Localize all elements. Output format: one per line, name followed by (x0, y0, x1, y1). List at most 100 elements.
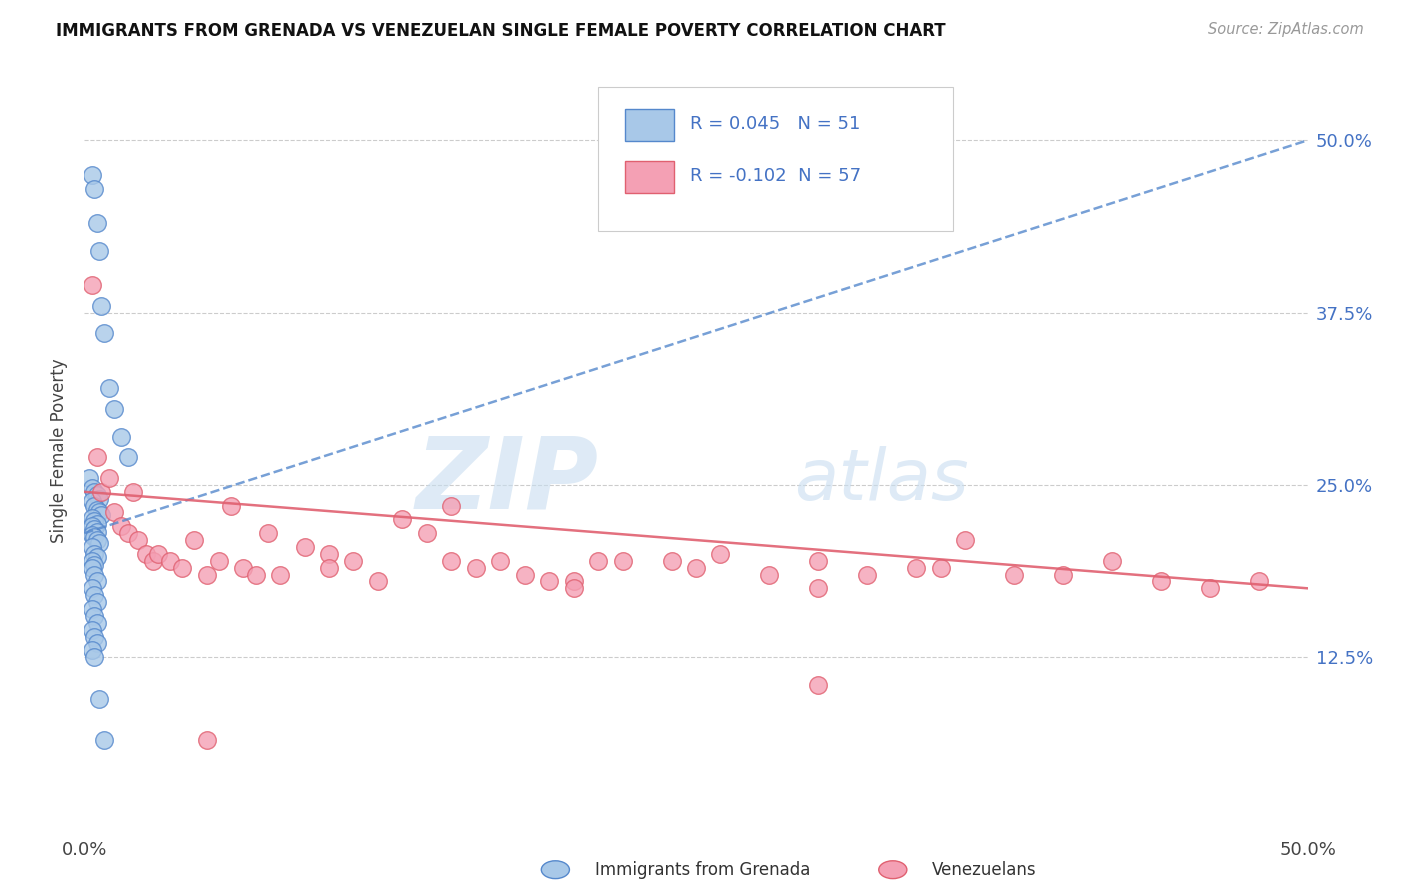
Point (905, 560, 928, 574)
Point (80, 511, 103, 525)
Point (172, 560, 194, 574)
Point (294, 540, 316, 554)
Point (856, 567, 879, 582)
Point (86, 516, 108, 531)
Point (758, 567, 780, 582)
Point (807, 678, 830, 692)
Point (97, 471, 120, 485)
Point (86, 524, 108, 539)
Point (83, 558, 105, 572)
Point (562, 582, 585, 596)
Point (219, 499, 242, 513)
Point (86, 595, 108, 609)
Point (86, 636, 108, 650)
Point (110, 430, 132, 444)
Point (1101, 554, 1123, 568)
Point (195, 733, 218, 747)
Point (127, 533, 149, 547)
Text: ZIP: ZIP (415, 433, 598, 529)
Point (86, 615, 108, 630)
Point (80, 540, 103, 554)
Point (80, 494, 103, 508)
Point (87, 536, 110, 550)
FancyBboxPatch shape (626, 110, 673, 141)
Point (1198, 582, 1220, 596)
Point (1052, 567, 1074, 582)
Point (103, 506, 125, 520)
Point (562, 574, 585, 589)
FancyBboxPatch shape (626, 161, 673, 193)
Point (80, 527, 103, 541)
Point (83, 514, 105, 528)
Point (83, 547, 105, 561)
Point (612, 554, 634, 568)
Point (87, 691, 110, 706)
Point (97, 381, 120, 395)
Point (93, 733, 115, 747)
Point (416, 526, 439, 541)
Point (80, 623, 103, 637)
Point (80, 554, 103, 568)
Point (83, 608, 105, 623)
Point (80, 643, 103, 657)
Text: Source: ZipAtlas.com: Source: ZipAtlas.com (1208, 22, 1364, 37)
Point (318, 547, 340, 561)
Point (245, 567, 267, 582)
Point (86, 450, 108, 465)
Point (80, 481, 103, 495)
Point (80, 519, 103, 533)
Text: R = 0.045   N = 51: R = 0.045 N = 51 (690, 115, 860, 134)
Point (135, 547, 157, 561)
Point (83, 499, 105, 513)
Point (807, 554, 830, 568)
Point (661, 554, 683, 568)
Point (685, 560, 707, 574)
Point (80, 560, 103, 574)
Point (90, 299, 112, 313)
Point (80, 278, 103, 293)
Point (1150, 574, 1173, 589)
Point (87, 506, 110, 520)
Point (83, 650, 105, 665)
Point (538, 574, 561, 589)
Point (586, 554, 609, 568)
Point (90, 484, 112, 499)
Point (440, 499, 463, 513)
Point (709, 547, 731, 561)
Text: IMMIGRANTS FROM GRENADA VS VENEZUELAN SINGLE FEMALE POVERTY CORRELATION CHART: IMMIGRANTS FROM GRENADA VS VENEZUELAN SI… (56, 22, 946, 40)
Point (953, 533, 976, 547)
Point (513, 567, 536, 582)
Text: Immigrants from Grenada: Immigrants from Grenada (595, 861, 811, 879)
Point (80, 582, 103, 596)
Point (391, 512, 413, 526)
Point (1247, 574, 1270, 589)
Point (110, 519, 132, 533)
Point (86, 216, 108, 230)
Point (183, 533, 205, 547)
Point (807, 582, 830, 596)
Point (86, 549, 108, 564)
Point (83, 181, 105, 195)
Point (318, 560, 340, 574)
Point (83, 530, 105, 544)
Point (83, 630, 105, 644)
Point (929, 560, 952, 574)
Y-axis label: Single Female Poverty: Single Female Poverty (51, 359, 69, 542)
Point (464, 560, 486, 574)
Point (257, 526, 280, 541)
Point (142, 554, 165, 568)
Point (86, 502, 108, 516)
Point (269, 567, 291, 582)
Point (83, 588, 105, 602)
Point (83, 567, 105, 582)
Point (367, 574, 389, 589)
Point (159, 554, 181, 568)
Point (83, 484, 105, 499)
Point (440, 554, 463, 568)
Point (87, 491, 110, 506)
Point (87, 244, 110, 258)
Point (195, 567, 218, 582)
Point (93, 326, 115, 341)
Point (1002, 567, 1025, 582)
Point (86, 574, 108, 589)
